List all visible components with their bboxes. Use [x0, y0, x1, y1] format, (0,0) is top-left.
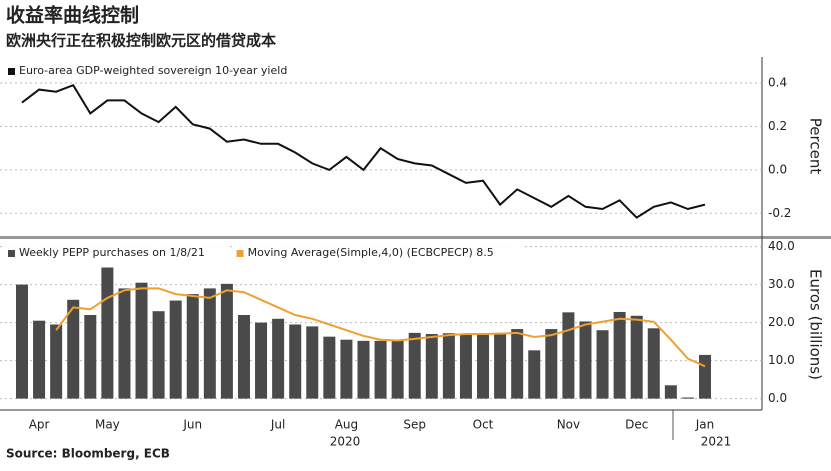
bar: [374, 340, 387, 399]
bar: [16, 284, 28, 399]
bar: [237, 315, 250, 399]
bar: [289, 324, 302, 399]
bar: [391, 339, 404, 399]
bar: [408, 332, 421, 399]
x-tick-label: May: [95, 418, 120, 432]
bar: [152, 311, 165, 399]
y-tick-label: 0.2: [768, 119, 787, 133]
bar: [323, 336, 336, 399]
y-tick-label: 40.0: [768, 239, 795, 253]
x-tick-label: Aug: [335, 418, 358, 432]
bar: [425, 334, 438, 399]
bar: [118, 288, 131, 399]
bar: [169, 300, 182, 399]
x-tick-label: Oct: [473, 418, 494, 432]
bar: [255, 322, 268, 399]
line: [55, 287, 706, 368]
bar: [596, 330, 609, 399]
legend-bg: [4, 62, 328, 80]
x-tick-label: Jan: [695, 418, 715, 432]
bar: [101, 267, 114, 399]
line: [21, 83, 706, 219]
bar: [579, 321, 592, 399]
legend-swatch: [236, 250, 244, 257]
bar: [272, 318, 285, 399]
bar: [84, 315, 97, 399]
y-tick-label: 20.0: [768, 315, 795, 329]
panel-divider: [0, 236, 831, 239]
bar: [50, 324, 63, 399]
source: Source: Bloomberg, ECB: [6, 447, 170, 461]
bar: [442, 333, 455, 399]
bar: [340, 339, 353, 399]
bar: [135, 282, 148, 399]
bar: [630, 315, 643, 399]
y-tick-label: 10.0: [768, 353, 795, 367]
x-tick-label: Nov: [557, 418, 580, 432]
legend-swatch: [8, 250, 15, 257]
bar: [186, 294, 199, 399]
bar: [699, 354, 711, 399]
bar: [477, 334, 490, 399]
bar: [562, 312, 575, 399]
x-tick-label: Jun: [182, 418, 202, 432]
legend-swatch: [8, 68, 15, 75]
legend-label: Weekly PEPP purchases on 1/8/21: [19, 246, 205, 259]
bar: [357, 340, 370, 399]
bar: [306, 326, 319, 399]
x-tick-label: Apr: [29, 418, 50, 432]
chart-title: 收益率曲线控制: [6, 4, 139, 27]
bar: [664, 385, 677, 399]
legend-label: Euro-area GDP-weighted sovereign 10-year…: [19, 64, 287, 77]
bar: [528, 350, 541, 399]
x-tick-label: Sep: [403, 418, 426, 432]
bar: [647, 328, 660, 399]
y-tick-label: 30.0: [768, 277, 795, 291]
bar: [220, 283, 233, 399]
x-tick-label: Dec: [625, 418, 648, 432]
bar: [33, 320, 46, 399]
y-axis-label: Percent: [807, 118, 825, 175]
legend-bg: [232, 244, 524, 262]
x-tick-label: Jul: [270, 418, 285, 432]
y-tick-label: 0.0: [768, 391, 787, 405]
y-tick-label: -0.2: [768, 206, 791, 220]
bar: [681, 397, 694, 399]
bar: [613, 311, 626, 399]
bar: [494, 332, 507, 399]
legend-bg: [4, 244, 229, 262]
y-tick-label: 0.0: [768, 162, 787, 176]
year-label: 2020: [330, 435, 361, 449]
bar: [545, 329, 558, 399]
legend-label: Moving Average(Simple,4,0) (ECBCPECP) 8.…: [248, 246, 494, 259]
chart-subtitle: 欧洲央行正在积极控制欧元区的借贷成本: [6, 32, 276, 50]
bar: [67, 299, 80, 399]
y-axis-label: Euros (billions): [807, 269, 825, 380]
y-tick-label: 0.4: [768, 76, 787, 90]
year-label: 2021: [701, 435, 732, 449]
bar: [203, 288, 216, 399]
bar: [511, 329, 524, 399]
bar: [459, 334, 472, 399]
